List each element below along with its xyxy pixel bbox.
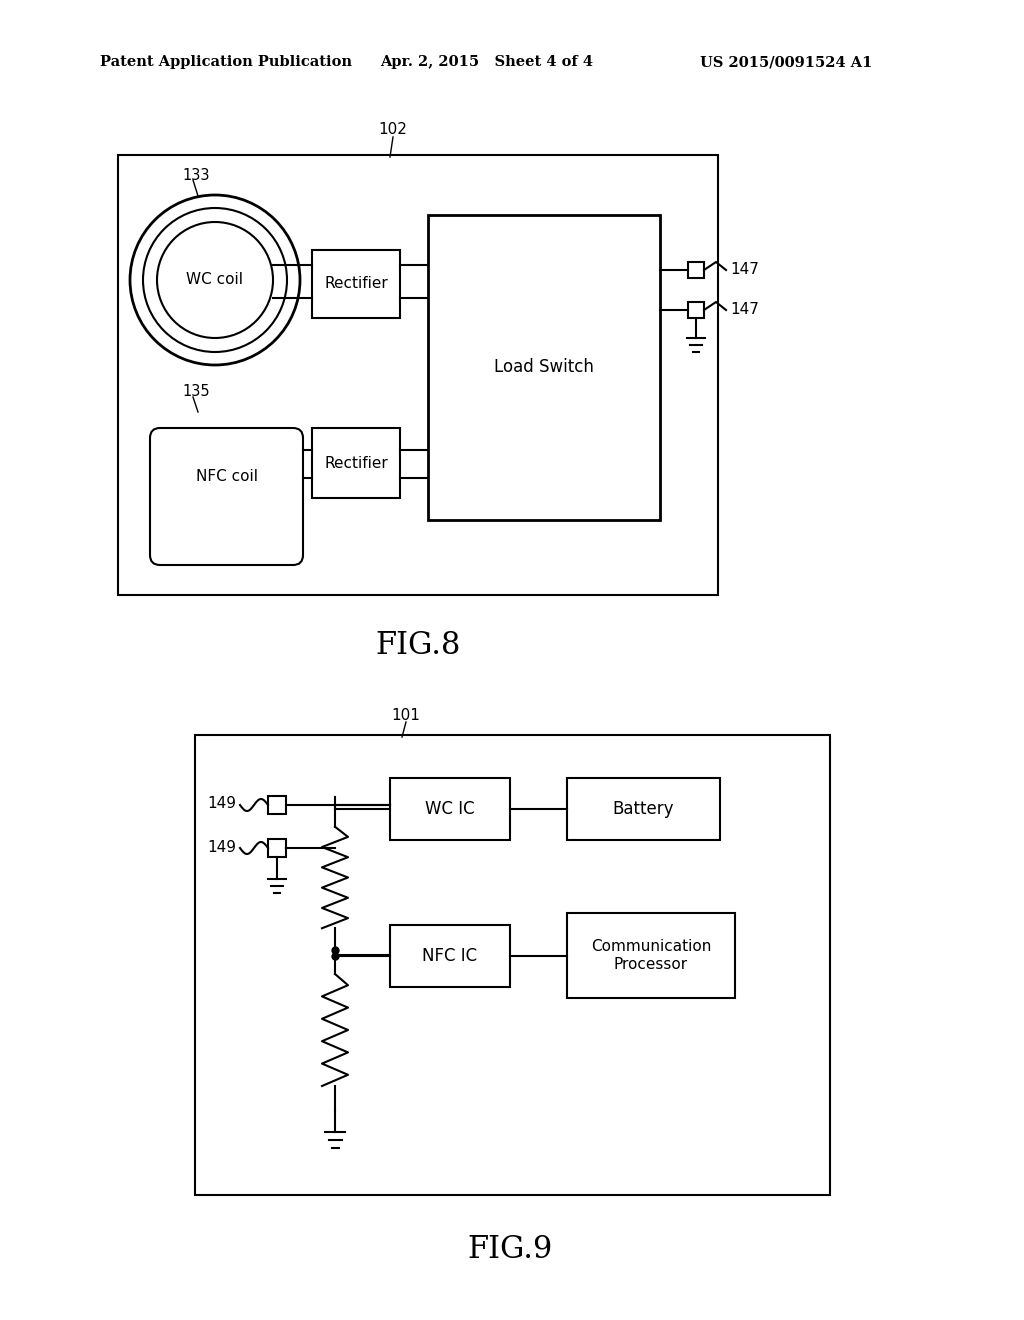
Text: Apr. 2, 2015   Sheet 4 of 4: Apr. 2, 2015 Sheet 4 of 4 — [380, 55, 593, 69]
FancyBboxPatch shape — [150, 428, 303, 565]
Bar — [567, 777, 720, 840]
Bar — [390, 925, 510, 987]
Text: 102: 102 — [379, 123, 408, 137]
Text: 101: 101 — [391, 708, 421, 722]
Text: FIG.8: FIG.8 — [376, 630, 461, 660]
Text: Patent Application Publication: Patent Application Publication — [100, 55, 352, 69]
Text: 149: 149 — [207, 840, 236, 854]
Bar — [195, 735, 830, 1195]
Bar — [390, 777, 510, 840]
Bar — [312, 249, 400, 318]
Text: Rectifier: Rectifier — [325, 276, 388, 292]
Bar — [428, 215, 660, 520]
Text: 133: 133 — [182, 168, 210, 182]
Bar — [567, 913, 735, 998]
Bar — [268, 796, 286, 814]
Text: 147: 147 — [730, 261, 759, 276]
Text: FIG.9: FIG.9 — [467, 1234, 553, 1266]
Bar — [688, 261, 705, 279]
Bar — [312, 428, 400, 498]
Text: 135: 135 — [182, 384, 210, 400]
Bar — [268, 840, 286, 857]
Text: NFC IC: NFC IC — [423, 946, 477, 965]
Bar — [688, 302, 705, 318]
Text: Battery: Battery — [612, 800, 674, 818]
Bar — [118, 154, 718, 595]
Text: Load Switch: Load Switch — [494, 359, 594, 376]
Text: Rectifier: Rectifier — [325, 455, 388, 470]
Text: WC IC: WC IC — [425, 800, 475, 818]
Text: 149: 149 — [207, 796, 236, 812]
Text: Communication
Processor: Communication Processor — [591, 940, 712, 972]
Text: WC coil: WC coil — [186, 272, 244, 288]
Text: NFC coil: NFC coil — [196, 469, 257, 484]
Text: 147: 147 — [730, 301, 759, 317]
Text: US 2015/0091524 A1: US 2015/0091524 A1 — [700, 55, 872, 69]
